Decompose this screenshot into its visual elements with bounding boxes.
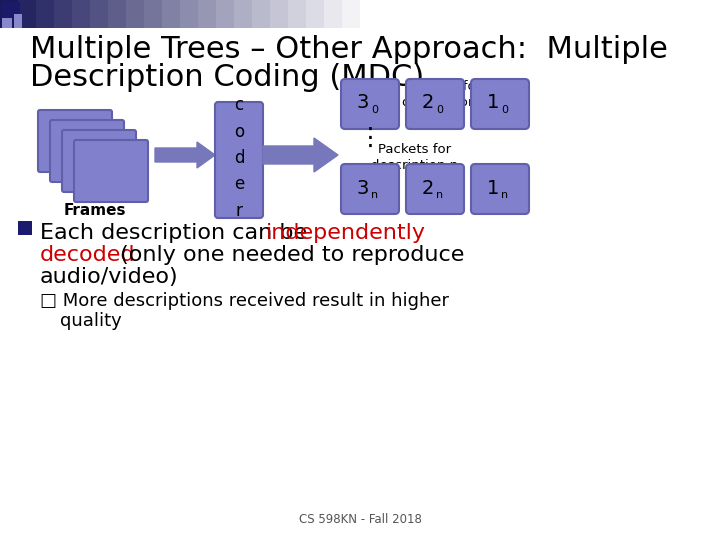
Text: Frames: Frames (64, 203, 126, 218)
Bar (2, 2, 20, 20)
Text: 0: 0 (502, 105, 508, 115)
Bar (0, 0, 19, 28)
Bar (540, 0, 559, 28)
Bar (378, 0, 397, 28)
FancyBboxPatch shape (406, 164, 464, 214)
Text: Each description can be: Each description can be (40, 223, 314, 243)
FancyBboxPatch shape (50, 120, 124, 182)
Bar (558, 0, 577, 28)
Text: 2: 2 (422, 179, 434, 198)
Text: □ More descriptions received result in higher: □ More descriptions received result in h… (40, 292, 449, 310)
Bar (630, 0, 649, 28)
FancyBboxPatch shape (471, 164, 529, 214)
Bar (18, 0, 37, 28)
Bar (684, 0, 703, 28)
Bar (162, 0, 181, 28)
FancyBboxPatch shape (38, 110, 112, 172)
Bar (648, 0, 667, 28)
Bar (396, 0, 415, 28)
Bar (36, 0, 55, 28)
Bar (450, 0, 469, 28)
Text: n: n (501, 190, 508, 200)
Bar (342, 0, 361, 28)
Text: decoded: decoded (40, 245, 135, 265)
Text: Packets for
description n: Packets for description n (372, 143, 459, 172)
Text: c
o
d
e
r: c o d e r (234, 96, 244, 220)
Bar (468, 0, 487, 28)
Text: independently: independently (266, 223, 426, 243)
Text: 0: 0 (372, 105, 379, 115)
Text: CS 598KN - Fall 2018: CS 598KN - Fall 2018 (299, 513, 421, 526)
Text: ⋮: ⋮ (358, 126, 382, 150)
Bar (504, 0, 523, 28)
Bar (144, 0, 163, 28)
Bar (198, 0, 217, 28)
Bar (576, 0, 595, 28)
Bar (252, 0, 271, 28)
Text: 0: 0 (436, 105, 444, 115)
FancyBboxPatch shape (341, 164, 399, 214)
Text: quality: quality (60, 312, 122, 330)
Text: audio/video): audio/video) (40, 267, 179, 287)
Bar (72, 0, 91, 28)
Bar (126, 0, 145, 28)
Polygon shape (155, 142, 215, 168)
Bar (216, 0, 235, 28)
Bar (522, 0, 541, 28)
Bar (594, 0, 613, 28)
Bar (180, 0, 199, 28)
Text: Packets for
description 0: Packets for description 0 (402, 80, 488, 109)
Text: 3: 3 (357, 93, 369, 112)
Text: 3: 3 (357, 179, 369, 198)
Bar (432, 0, 451, 28)
Text: n: n (372, 190, 379, 200)
Bar (324, 0, 343, 28)
Bar (108, 0, 127, 28)
Bar (14, 14, 22, 28)
Bar (270, 0, 289, 28)
Bar (360, 0, 379, 28)
Bar (414, 0, 433, 28)
FancyBboxPatch shape (62, 130, 136, 192)
FancyBboxPatch shape (341, 79, 399, 129)
Polygon shape (263, 138, 338, 172)
Bar (2, 18, 12, 28)
Text: Multiple Trees – Other Approach:  Multiple: Multiple Trees – Other Approach: Multipl… (30, 35, 668, 64)
Text: 2: 2 (422, 93, 434, 112)
Bar (18, 221, 32, 235)
Text: 1: 1 (487, 93, 499, 112)
Text: (only one needed to reproduce: (only one needed to reproduce (113, 245, 464, 265)
Bar (306, 0, 325, 28)
Bar (612, 0, 631, 28)
Bar (90, 0, 109, 28)
FancyBboxPatch shape (74, 140, 148, 202)
Bar (486, 0, 505, 28)
Text: n: n (436, 190, 444, 200)
Text: 1: 1 (487, 179, 499, 198)
Text: Description Coding (MDC): Description Coding (MDC) (30, 63, 424, 92)
FancyBboxPatch shape (406, 79, 464, 129)
FancyBboxPatch shape (215, 102, 263, 218)
Bar (54, 0, 73, 28)
Bar (288, 0, 307, 28)
FancyBboxPatch shape (471, 79, 529, 129)
Bar (702, 0, 720, 28)
Bar (666, 0, 685, 28)
Bar (234, 0, 253, 28)
